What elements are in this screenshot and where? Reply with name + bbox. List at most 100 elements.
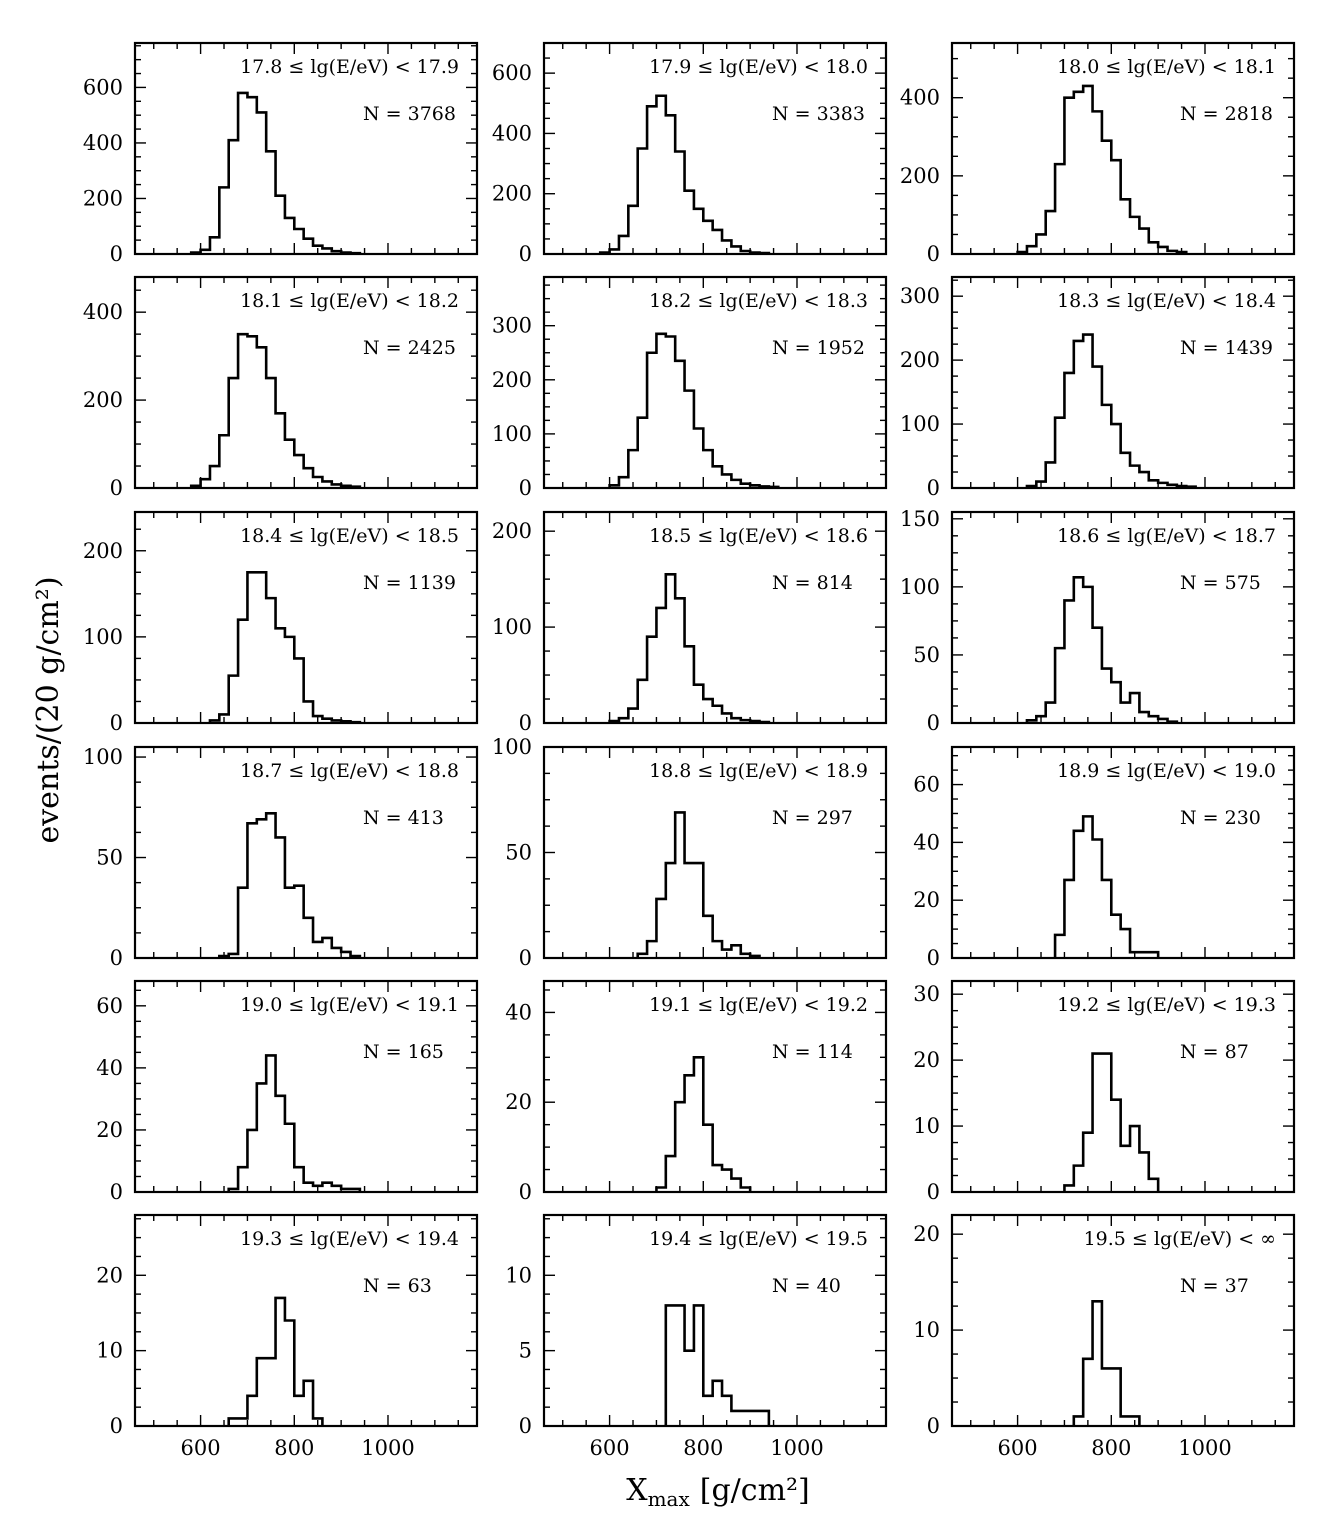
histogram-series: [189, 332, 362, 488]
event-count-label: N = 1139: [363, 572, 456, 594]
y-tick-label: 10: [913, 1318, 940, 1342]
y-tick-label: 100: [83, 625, 123, 649]
y-tick-label: 400: [492, 121, 532, 145]
energy-range-label: 17.9 ≤ lg(E/eV) < 18.0: [649, 56, 868, 78]
panel-frame: [133, 41, 479, 256]
x-axis-title: Xmax [g/cm²]: [626, 1473, 810, 1511]
y-tick-label: 100: [900, 575, 940, 599]
event-count-label: N = 37: [1180, 1275, 1249, 1297]
x-tick-label: 800: [274, 1436, 314, 1460]
y-tick-label: 100: [900, 412, 940, 436]
histogram-panel-17: 0 5 10 600 800 1000 19.4 ≤ lg(E/eV) < 19.5 N = …: [505, 1213, 888, 1460]
event-count-label: N = 575: [1180, 572, 1261, 594]
x-tick-label: 800: [683, 1436, 723, 1460]
panel-frame: [542, 510, 888, 725]
histogram-series: [227, 1296, 324, 1426]
panel-frame: [542, 1213, 888, 1428]
histogram-panel-11: 0 50 100 18.8 ≤ lg(E/eV) < 18.9 N = 297: [492, 735, 888, 970]
event-count-label: N = 1952: [772, 337, 865, 359]
y-axis-title: events/(20 g/cm²): [31, 576, 66, 843]
y-tick-label: 100: [492, 422, 532, 446]
panel-frame: [133, 1213, 479, 1428]
histogram-panel-4: 0 200 400 18.1 ≤ lg(E/eV) < 18.2 N = 2425: [83, 275, 479, 500]
event-count-label: N = 63: [363, 1275, 432, 1297]
y-tick-label: 40: [505, 1000, 532, 1024]
y-tick-label: 200: [492, 519, 532, 543]
event-count-label: N = 2425: [363, 337, 456, 359]
y-tick-label: 100: [83, 745, 123, 769]
event-count-label: N = 230: [1180, 807, 1261, 829]
histogram-panel-12: 0 20 40 60 18.9 ≤ lg(E/eV) < 19.0 N = 230: [913, 745, 1296, 970]
y-tick-label: 0: [519, 1180, 532, 1204]
panel-frame: [950, 979, 1296, 1194]
y-tick-label: 300: [900, 284, 940, 308]
panel-frame: [950, 275, 1296, 490]
histogram-series: [227, 1054, 362, 1192]
y-tick-label: 600: [492, 61, 532, 85]
panel-frame: [542, 979, 888, 1194]
y-tick-label: 0: [519, 711, 532, 735]
histogram-panel-2: 0 200 400 600 17.9 ≤ lg(E/eV) < 18.0 N = 3383: [492, 41, 888, 266]
y-tick-label: 200: [492, 368, 532, 392]
panel-frame: [542, 275, 888, 490]
histogram-panel-10: 0 50 100 18.7 ≤ lg(E/eV) < 18.8 N = 413: [83, 745, 479, 970]
y-tick-label: 0: [927, 1180, 940, 1204]
energy-range-label: 18.2 ≤ lg(E/eV) < 18.3: [649, 290, 868, 312]
histogram-series: [664, 1304, 771, 1426]
x-tick-label: 1000: [1178, 1436, 1231, 1460]
histogram-series: [1016, 84, 1188, 254]
y-tick-label: 60: [96, 994, 123, 1018]
y-tick-label: 100: [492, 735, 532, 759]
histogram-series: [608, 573, 771, 724]
y-tick-label: 20: [913, 1222, 940, 1246]
y-tick-label: 100: [492, 615, 532, 639]
histogram-panel-3: 0 200 400 18.0 ≤ lg(E/eV) < 18.1 N = 2818: [900, 41, 1296, 266]
x-tick-label: 600: [181, 1436, 221, 1460]
energy-range-label: 17.8 ≤ lg(E/eV) < 17.9: [240, 56, 459, 78]
energy-range-label: 19.0 ≤ lg(E/eV) < 19.1: [240, 994, 459, 1016]
y-tick-label: 0: [110, 476, 123, 500]
panel-frame: [950, 745, 1296, 960]
histogram-panel-7: 0 100 200 18.4 ≤ lg(E/eV) < 18.5 N = 1139: [83, 510, 479, 735]
event-count-label: N = 297: [772, 807, 853, 829]
energy-range-label: 19.2 ≤ lg(E/eV) < 19.3: [1057, 994, 1276, 1016]
y-tick-label: 10: [913, 1114, 940, 1138]
y-tick-label: 20: [505, 1090, 532, 1114]
y-tick-label: 0: [110, 1414, 123, 1438]
y-tick-label: 20: [913, 888, 940, 912]
histogram-panel-8: 0 100 200 18.5 ≤ lg(E/eV) < 18.6 N = 814: [492, 510, 888, 735]
event-count-label: N = 114: [772, 1041, 853, 1063]
energy-range-label: 18.1 ≤ lg(E/eV) < 18.2: [240, 290, 459, 312]
y-tick-label: 10: [96, 1339, 123, 1363]
event-count-label: N = 3383: [772, 103, 865, 125]
y-tick-label: 20: [96, 1263, 123, 1287]
energy-range-label: 19.3 ≤ lg(E/eV) < 19.4: [240, 1228, 459, 1250]
y-tick-label: 0: [519, 946, 532, 970]
y-tick-label: 50: [913, 643, 940, 667]
y-tick-label: 0: [927, 242, 940, 266]
histogram-panel-15: 0 10 20 30 19.2 ≤ lg(E/eV) < 19.3 N = 87: [913, 979, 1296, 1204]
energy-range-label: 18.0 ≤ lg(E/eV) < 18.1: [1057, 56, 1276, 78]
y-tick-label: 40: [913, 830, 940, 854]
histogram-series: [1053, 815, 1160, 958]
histogram-series: [1063, 1052, 1160, 1192]
panel-frame: [133, 275, 479, 490]
y-tick-label: 200: [900, 348, 940, 372]
histogram-panel-18: 0 10 20 600 800 1000 19.5 ≤ lg(E/eV) < ∞ N = 37: [913, 1213, 1296, 1460]
y-tick-label: 200: [83, 539, 123, 563]
y-tick-label: 0: [110, 711, 123, 735]
histogram-panel-5: 0 100 200 300 18.2 ≤ lg(E/eV) < 18.3 N = 1952: [492, 275, 888, 500]
histogram-panel-14: 0 20 40 19.1 ≤ lg(E/eV) < 19.2 N = 114: [505, 979, 888, 1204]
histogram-panel-6: 0 100 200 300 18.3 ≤ lg(E/eV) < 18.4 N = 1439: [900, 275, 1296, 500]
event-count-label: N = 2818: [1180, 103, 1273, 125]
event-count-label: N = 40: [772, 1275, 841, 1297]
histogram-panel-13: 0 20 40 60 19.0 ≤ lg(E/eV) < 19.1 N = 165: [96, 979, 479, 1204]
energy-range-label: 18.8 ≤ lg(E/eV) < 18.9: [649, 760, 868, 782]
event-count-label: N = 413: [363, 807, 444, 829]
event-count-label: N = 87: [1180, 1041, 1249, 1063]
panel-frame: [133, 510, 479, 725]
y-tick-label: 0: [927, 946, 940, 970]
energy-range-label: 18.7 ≤ lg(E/eV) < 18.8: [240, 760, 459, 782]
y-tick-label: 20: [96, 1118, 123, 1142]
y-tick-label: 0: [927, 1414, 940, 1438]
